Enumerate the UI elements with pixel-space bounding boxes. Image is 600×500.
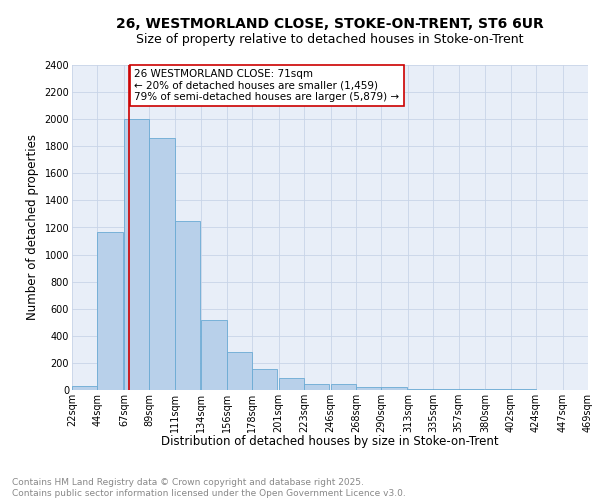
Bar: [124, 119, 149, 390]
Bar: [331, 384, 356, 390]
Bar: [72, 386, 97, 390]
Text: 26 WESTMORLAND CLOSE: 71sqm
← 20% of detached houses are smaller (1,459)
79% of : 26 WESTMORLAND CLOSE: 71sqm ← 20% of det…: [134, 69, 400, 102]
Text: Size of property relative to detached houses in Stoke-on-Trent: Size of property relative to detached ho…: [136, 32, 524, 46]
Bar: [175, 220, 200, 390]
Y-axis label: Number of detached properties: Number of detached properties: [26, 134, 39, 320]
Bar: [356, 388, 382, 390]
Bar: [408, 388, 433, 390]
Bar: [149, 138, 175, 390]
Text: Contains HM Land Registry data © Crown copyright and database right 2025.
Contai: Contains HM Land Registry data © Crown c…: [12, 478, 406, 498]
Bar: [97, 232, 123, 390]
Bar: [201, 320, 227, 390]
Bar: [252, 369, 277, 390]
Bar: [382, 388, 407, 390]
Bar: [278, 378, 304, 390]
Text: 26, WESTMORLAND CLOSE, STOKE-ON-TRENT, ST6 6UR: 26, WESTMORLAND CLOSE, STOKE-ON-TRENT, S…: [116, 18, 544, 32]
X-axis label: Distribution of detached houses by size in Stoke-on-Trent: Distribution of detached houses by size …: [161, 435, 499, 448]
Bar: [227, 352, 252, 390]
Bar: [304, 384, 329, 390]
